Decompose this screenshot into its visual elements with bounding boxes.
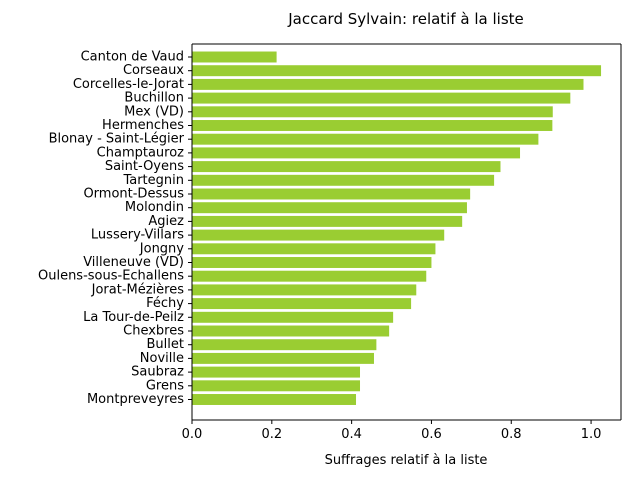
- bar: [192, 270, 427, 282]
- bars-group: [192, 51, 602, 405]
- x-tick-label: 0.8: [501, 427, 522, 442]
- y-tick-label: Féchy: [146, 296, 184, 311]
- bar: [192, 325, 390, 337]
- y-tick-label: Buchillon: [124, 91, 184, 106]
- bar: [192, 51, 277, 63]
- y-tick-label: Canton de Vaud: [81, 50, 184, 65]
- y-tick-label: Lussery-Villars: [91, 228, 184, 243]
- bar: [192, 78, 584, 90]
- y-tick-label: Bullet: [147, 337, 184, 352]
- bar: [192, 394, 357, 405]
- bar: [192, 120, 553, 131]
- y-tick-label: Corcelles-le-Jorat: [73, 77, 184, 92]
- y-tick-label: Noville: [140, 351, 184, 366]
- y-tick-label: Blonay - Saint-Légier: [49, 132, 185, 147]
- bar: [192, 202, 467, 214]
- y-tick-label: Tartegnin: [122, 173, 184, 188]
- x-tick-label: 1.0: [581, 427, 602, 442]
- bar: [192, 161, 501, 173]
- y-tick-labels: Canton de VaudCorseauxCorcelles-le-Jorat…: [38, 50, 192, 407]
- bar: [192, 339, 377, 351]
- x-ticks: 0.0 0.2 0.4 0.6 0.8 1.0: [182, 420, 602, 442]
- y-tick-label: Mex (VD): [124, 104, 184, 119]
- y-tick-label: Saubraz: [131, 365, 184, 380]
- x-tick-label: 0.4: [341, 427, 362, 442]
- bar: [192, 243, 436, 255]
- bar: [192, 147, 521, 159]
- x-axis-label: Suffrages relatif à la liste: [325, 453, 488, 468]
- y-tick-label: Villeneuve (VD): [83, 255, 184, 270]
- bar: [192, 284, 417, 296]
- x-tick-label: 0.0: [182, 427, 203, 442]
- bar: [192, 106, 553, 118]
- bar: [192, 298, 412, 310]
- bar: [192, 352, 374, 364]
- y-tick-label: Agiez: [148, 214, 184, 229]
- bar: [192, 65, 602, 77]
- x-tick-label: 0.6: [421, 427, 442, 442]
- y-tick-label: La Tour-de-Peilz: [83, 310, 184, 325]
- y-tick-label: Grens: [146, 378, 184, 393]
- bar: [192, 380, 361, 392]
- x-tick-label: 0.2: [261, 427, 282, 442]
- bar: [192, 188, 471, 200]
- bar: [192, 229, 445, 241]
- y-tick-label: Saint-Oyens: [105, 159, 184, 174]
- y-tick-label: Hermenches: [102, 118, 184, 133]
- bar: [192, 174, 495, 186]
- bar: [192, 215, 463, 227]
- bar: [192, 92, 571, 104]
- y-tick-label: Montpreveyres: [87, 392, 184, 407]
- y-tick-label: Jongny: [139, 241, 185, 256]
- bar: [192, 257, 432, 268]
- chart-title: Jaccard Sylvain: relatif à la liste: [287, 10, 524, 28]
- y-tick-label: Champtauroz: [97, 145, 185, 160]
- y-tick-label: Corseaux: [123, 63, 184, 78]
- y-tick-label: Ormont-Dessus: [83, 187, 184, 202]
- y-tick-label: Molondin: [125, 200, 184, 215]
- bar: [192, 133, 539, 145]
- y-tick-label: Jorat-Mézières: [91, 282, 185, 297]
- y-tick-label: Oulens-sous-Echallens: [38, 269, 184, 284]
- bar: [192, 366, 361, 378]
- y-tick-label: Chexbres: [123, 324, 184, 339]
- axes-frame: [191, 43, 622, 421]
- bar: [192, 311, 394, 323]
